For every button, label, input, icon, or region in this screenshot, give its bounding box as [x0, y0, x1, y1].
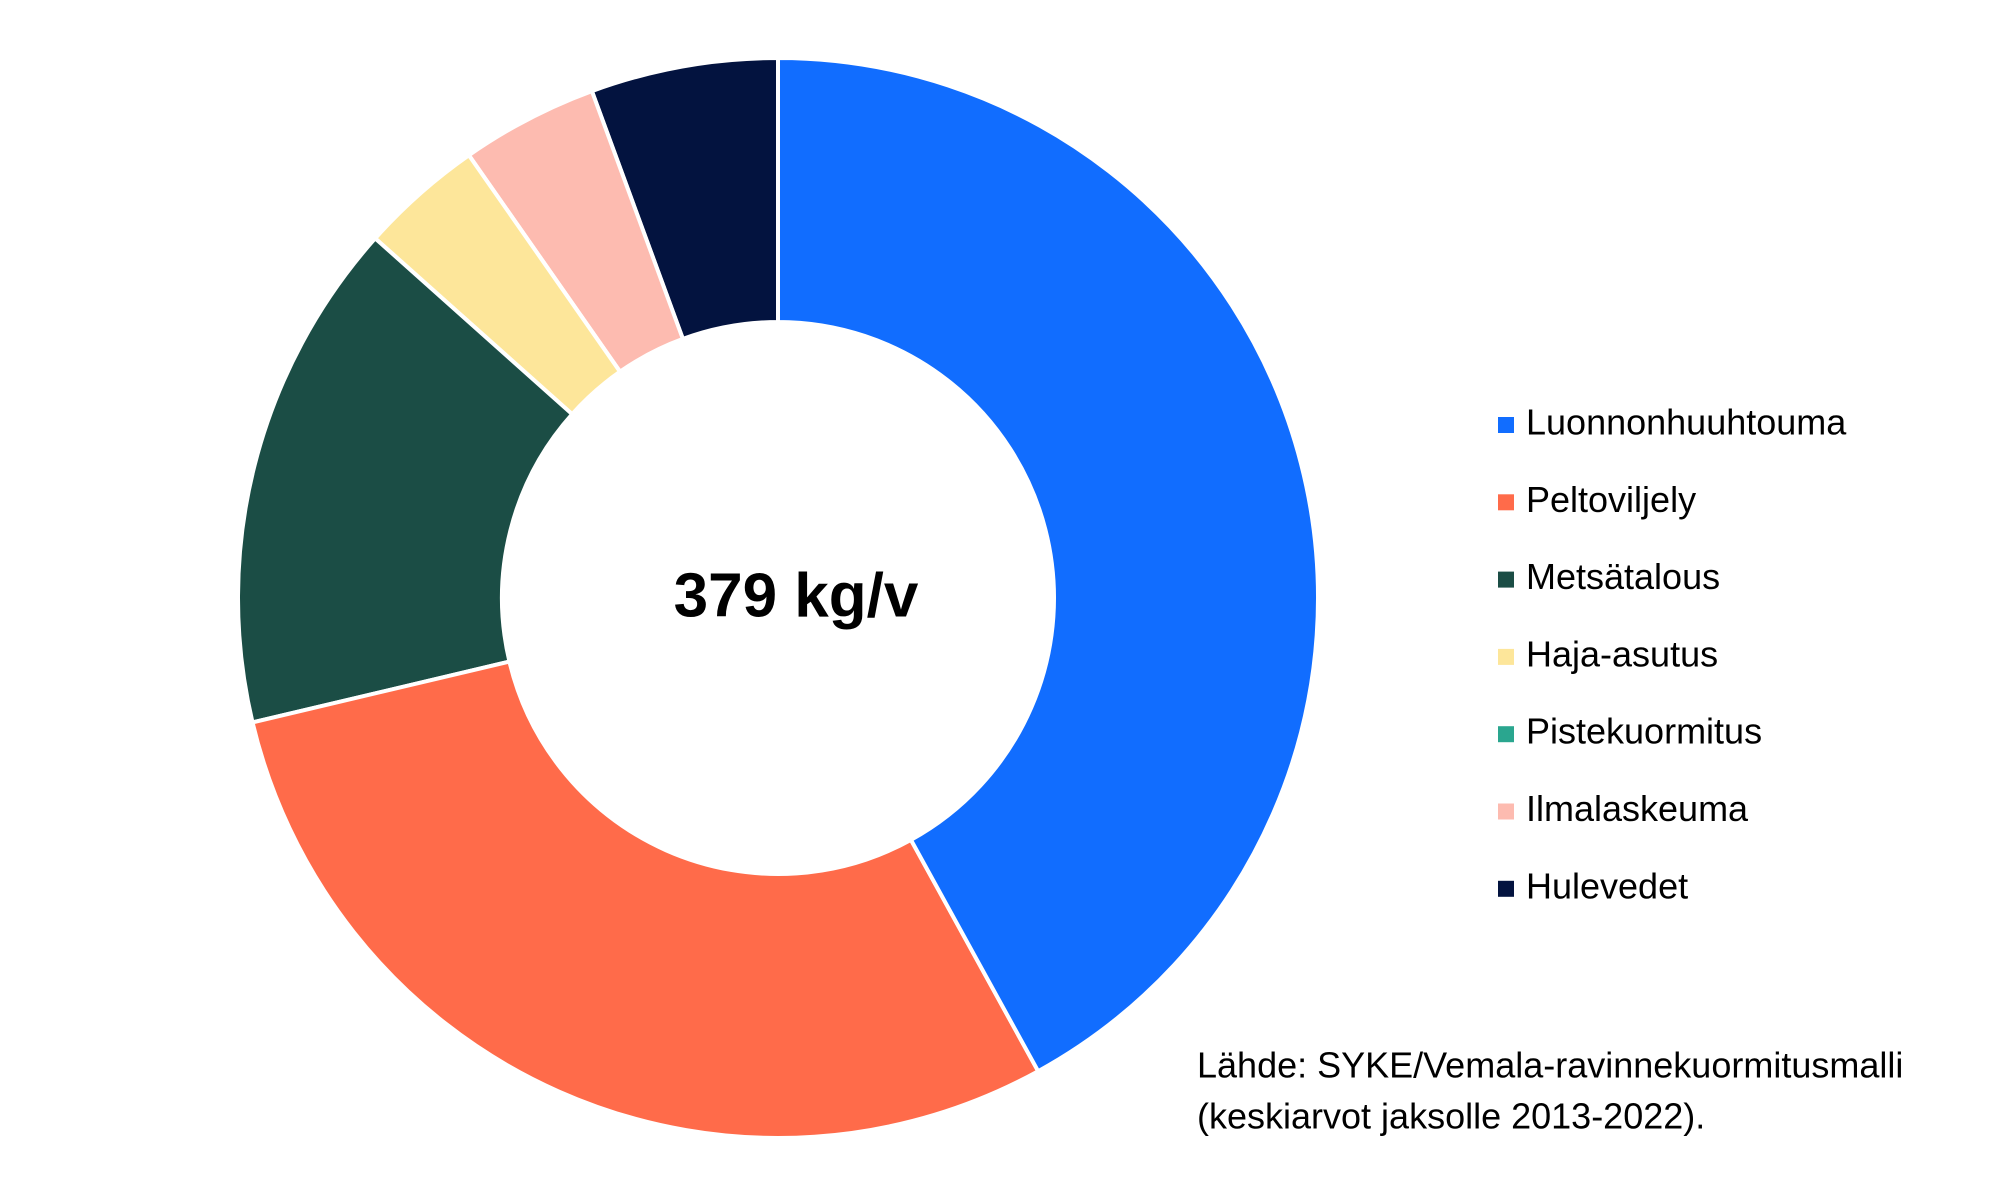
donut-slice — [250, 659, 1041, 1140]
legend-label: Ilmalaskeuma — [1526, 788, 1749, 829]
legend-swatch — [1498, 726, 1514, 743]
legend-label: Pistekuormitus — [1526, 711, 1762, 752]
legend-label: Peltoviljely — [1526, 479, 1696, 520]
legend-swatch — [1498, 880, 1514, 897]
legend-swatch — [1498, 803, 1514, 820]
source-line: Lähde: SYKE/Vemala-ravinnekuormitusmalli — [1197, 1045, 1903, 1086]
legend-swatch — [1498, 571, 1514, 588]
legend-swatch — [1498, 648, 1514, 665]
donut-slice — [466, 88, 686, 375]
donut-slice — [236, 235, 575, 725]
legend-label: Haja-asutus — [1526, 633, 1718, 674]
legend-label: Luonnonhuuhtouma — [1526, 402, 1847, 443]
center-label: 379 kg/v — [674, 561, 919, 630]
legend-label: Hulevedet — [1526, 865, 1688, 906]
legend-swatch — [1498, 494, 1514, 511]
legend-label: Metsätalous — [1526, 556, 1720, 597]
legend-swatch — [1498, 417, 1514, 433]
donut-slice — [776, 55, 1321, 1074]
donut-slice — [372, 152, 623, 418]
source-line: (keskiarvot jaksolle 2013-2022). — [1197, 1096, 1705, 1137]
